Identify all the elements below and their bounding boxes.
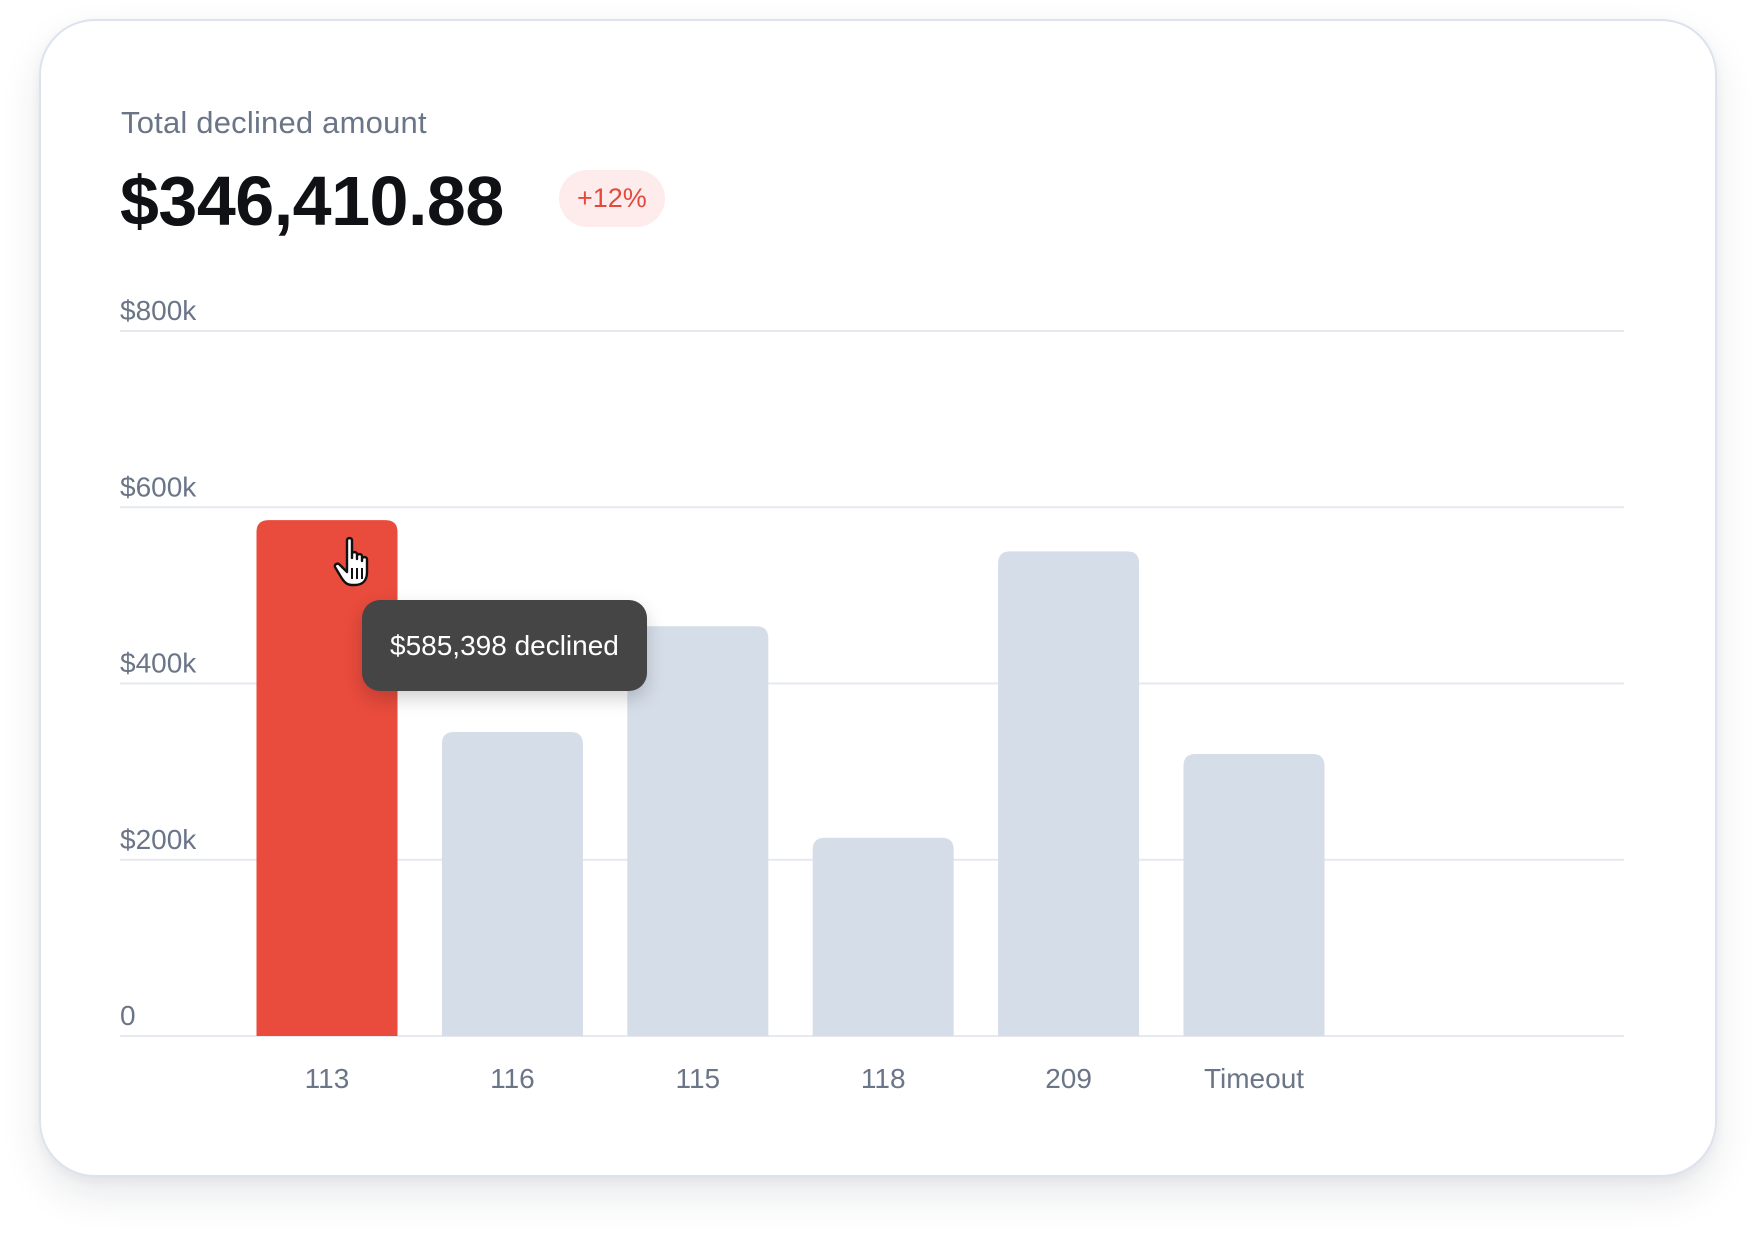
bar-115 [627,626,769,1036]
x-tick-label: Timeout [1204,1063,1304,1094]
x-tick-label: 113 [305,1063,350,1094]
bar-tooltip: $585,398 declined [362,600,647,691]
y-tick-label: $200k [120,824,197,855]
y-tick-label: $800k [120,295,197,326]
bar-chart: 0 $200k $400k $600k $800k 113 116 115 118 209 Time… [120,295,1624,1094]
x-tick-label: 118 [861,1063,906,1094]
bar-209 [998,551,1140,1036]
y-tick-label: $400k [120,648,197,679]
bar-116 [441,731,583,1036]
hand-cursor-icon [333,536,369,587]
x-tick-label: 209 [1045,1063,1092,1094]
change-badge: +12% [559,170,665,227]
bar-113 [256,520,398,1036]
y-tick-label: 0 [120,1000,136,1031]
declined-amount-card: Total declined amount $346,410.88 +12% 0… [39,19,1717,1177]
x-tick-label: 116 [490,1063,535,1094]
y-tick-label: $600k [120,471,197,502]
card-subtitle: Total declined amount [121,105,427,140]
total-declined-amount: $346,410.88 [120,162,504,240]
x-tick-label: 115 [675,1063,720,1094]
bar-118 [812,837,954,1036]
bar-timeout [1183,754,1325,1036]
